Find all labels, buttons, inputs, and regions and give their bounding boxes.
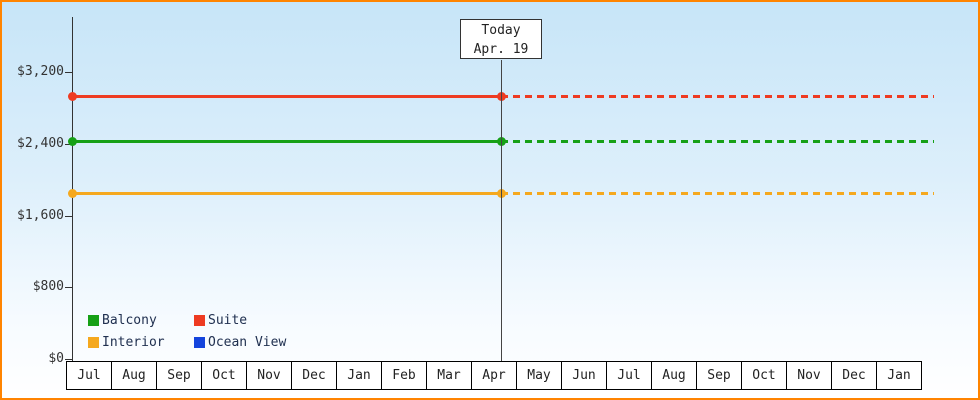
legend-swatch-balcony xyxy=(88,315,99,326)
legend-swatch-ocean-view xyxy=(194,337,205,348)
y-tick-mark xyxy=(65,287,72,289)
legend: Balcony Suite Interior Ocean View xyxy=(88,313,286,350)
series-line-balcony xyxy=(72,139,501,143)
x-axis-month-cell: Mar xyxy=(426,361,472,390)
x-axis-month-cell: May xyxy=(516,361,562,390)
legend-item-balcony: Balcony xyxy=(88,313,188,328)
x-axis-month-cell: Sep xyxy=(156,361,202,390)
legend-swatch-suite xyxy=(194,315,205,326)
x-axis-month-cell: Apr xyxy=(471,361,517,390)
y-axis-line xyxy=(72,17,73,361)
x-axis-month-cell: Aug xyxy=(111,361,157,390)
legend-label: Ocean View xyxy=(208,335,287,350)
x-axis-month-cell: Feb xyxy=(381,361,427,390)
legend-label: Suite xyxy=(208,313,248,328)
today-label: Today xyxy=(481,23,521,38)
x-axis-month-cell: Dec xyxy=(291,361,337,390)
legend-item-ocean-view: Ocean View xyxy=(194,335,286,350)
x-axis-month-cell: Jan xyxy=(336,361,382,390)
y-tick-label: $1,600 xyxy=(17,207,64,223)
legend-label: Balcony xyxy=(102,313,157,328)
x-axis-month-cell: Jul xyxy=(66,361,112,390)
legend-swatch-interior xyxy=(88,337,99,348)
x-axis-month-cell: Dec xyxy=(831,361,877,390)
x-axis-month-cell: Jan xyxy=(876,361,922,390)
today-marker-box: Today Apr. 19 xyxy=(460,19,542,59)
series-point-suite xyxy=(67,91,77,101)
y-tick-label: $800 xyxy=(32,279,64,295)
today-line xyxy=(501,60,502,361)
series-projection-suite xyxy=(501,94,934,98)
x-axis-month-cell: Jun xyxy=(561,361,607,390)
x-axis-month-cell: Sep xyxy=(696,361,742,390)
x-axis-month-cell: Oct xyxy=(741,361,787,390)
y-tick-mark xyxy=(65,215,72,217)
x-axis-month-cell: Nov xyxy=(246,361,292,390)
x-axis-month-cell: Oct xyxy=(201,361,247,390)
today-date-label: Apr. 19 xyxy=(473,42,529,57)
series-projection-interior xyxy=(501,192,934,196)
legend-label: Interior xyxy=(102,335,165,350)
y-tick-label: $2,400 xyxy=(17,135,64,151)
series-projection-balcony xyxy=(501,139,934,143)
series-point-balcony xyxy=(67,136,77,146)
y-tick-mark xyxy=(65,72,72,73)
series-line-suite xyxy=(72,94,501,98)
y-tick-mark xyxy=(65,359,72,360)
x-axis-month-cell: Nov xyxy=(786,361,832,390)
legend-item-interior: Interior xyxy=(88,335,188,350)
y-tick-label: $3,200 xyxy=(17,64,64,79)
y-tick-label: $0 xyxy=(48,351,64,366)
x-axis-month-cell: Aug xyxy=(651,361,697,390)
series-point-interior xyxy=(67,189,77,199)
series-line-interior xyxy=(72,192,501,196)
x-axis: Jul Aug Sep Oct Nov Dec Jan Feb Mar Apr May Jun Jul A… xyxy=(66,361,922,390)
x-axis-month-cell: Jul xyxy=(606,361,652,390)
legend-item-suite: Suite xyxy=(194,313,286,328)
